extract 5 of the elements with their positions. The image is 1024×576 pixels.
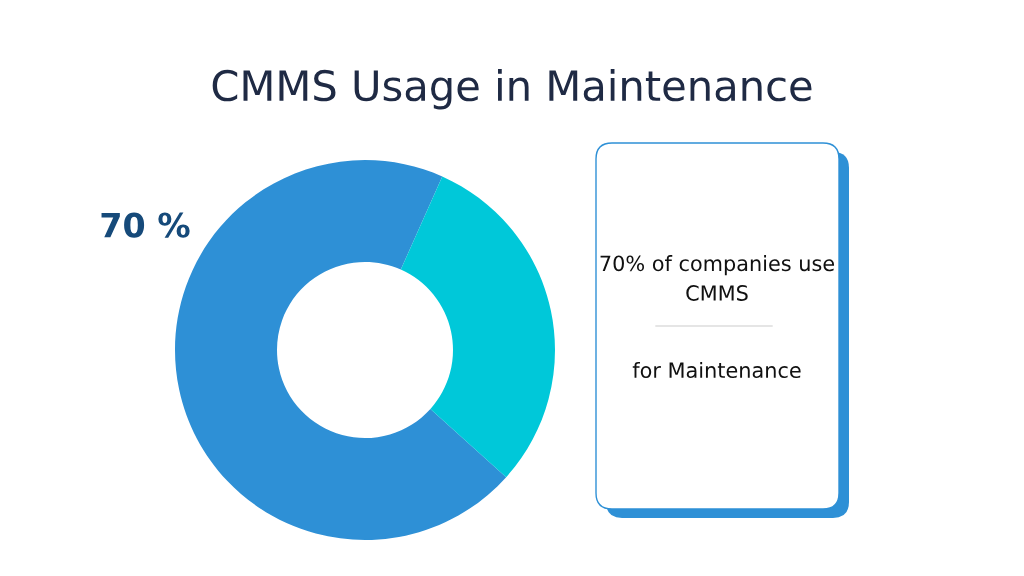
text: 70% of companies use CMMS	[600, 255, 835, 301]
data-label: 70 %	[101, 212, 190, 238]
chart-title: CMMS Usage in Maintenance	[212, 69, 812, 110]
text: for Maintenance	[632, 361, 801, 379]
donut-slice	[400, 176, 555, 478]
